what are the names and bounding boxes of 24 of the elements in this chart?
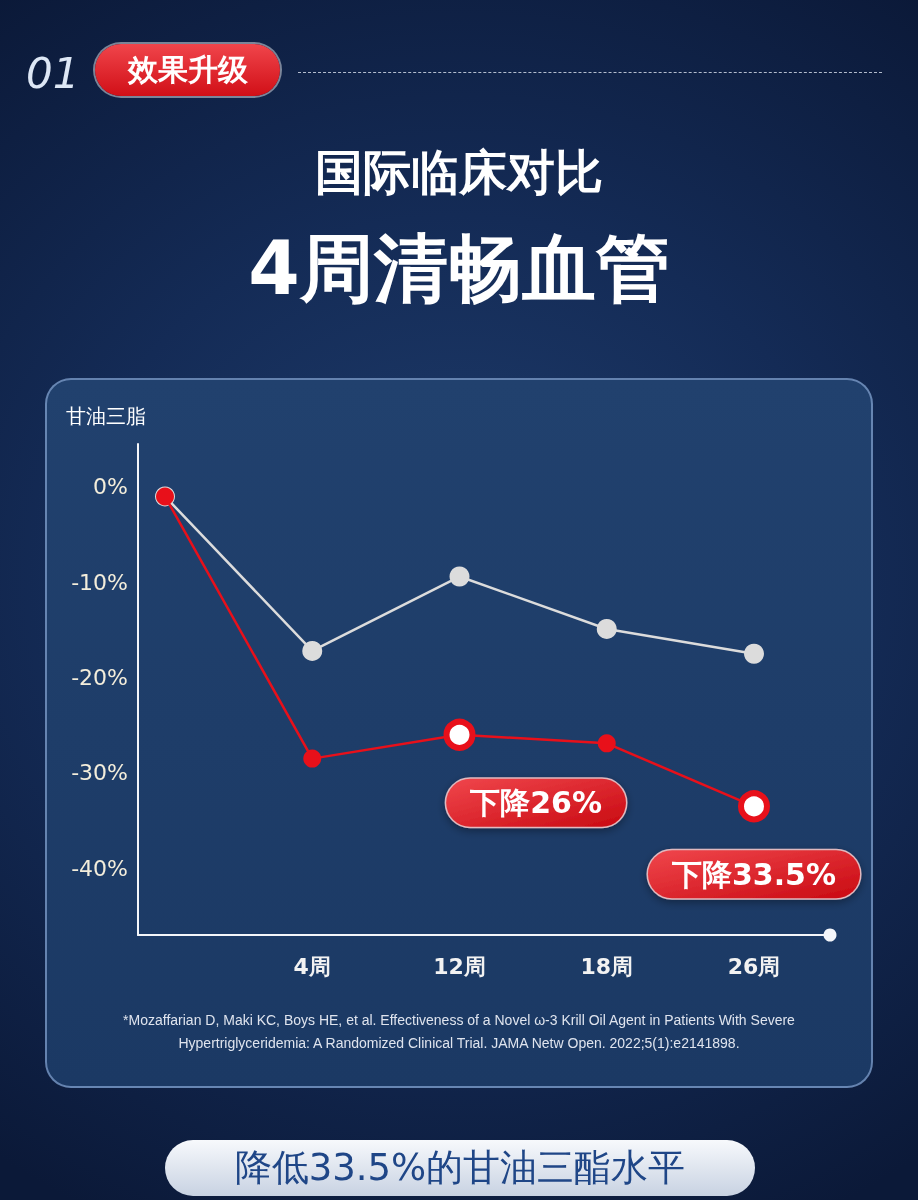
y-tick-label: -20% (71, 665, 128, 691)
chart-subtitle: 4周清畅血管 (247, 224, 671, 313)
y-tick-label: -30% (71, 760, 128, 786)
text: 01 (26, 48, 80, 100)
text: 效果升级 (95, 44, 280, 96)
point (596, 618, 617, 639)
y-tick-label: 0% (93, 474, 128, 500)
y-axis-title: 甘油三脂 (66, 404, 146, 428)
x-tick-label: 18周 (580, 953, 634, 979)
point (303, 749, 322, 768)
point (744, 643, 764, 664)
x-tick-label: 12周 (433, 953, 486, 979)
point (597, 734, 616, 753)
text: *Mozaffarian D, Maki KC, Boys HE, et al. Effectiveness of a Novel ω-3 Krill Oil Agent in Patients With Severe Hypertriglyceridemia: A Randomized Clinical Trial. JAMA Netw Open. 2022;5(1):e2141898. (122, 1011, 796, 1053)
chart-title: 国际临床对比 (314, 143, 604, 202)
data-label: 下降26% (469, 785, 602, 821)
text: 降低33.5%的甘油三酯水平 (165, 1140, 755, 1196)
point (449, 566, 470, 587)
point (302, 640, 323, 661)
x-tick-label: 4周 (293, 953, 331, 979)
x-tick-label: 26周 (727, 953, 781, 979)
data-label: 下降33.5% (670, 856, 837, 892)
y-tick-label: -10% (71, 569, 128, 595)
y-tick-label: -40% (71, 855, 128, 881)
